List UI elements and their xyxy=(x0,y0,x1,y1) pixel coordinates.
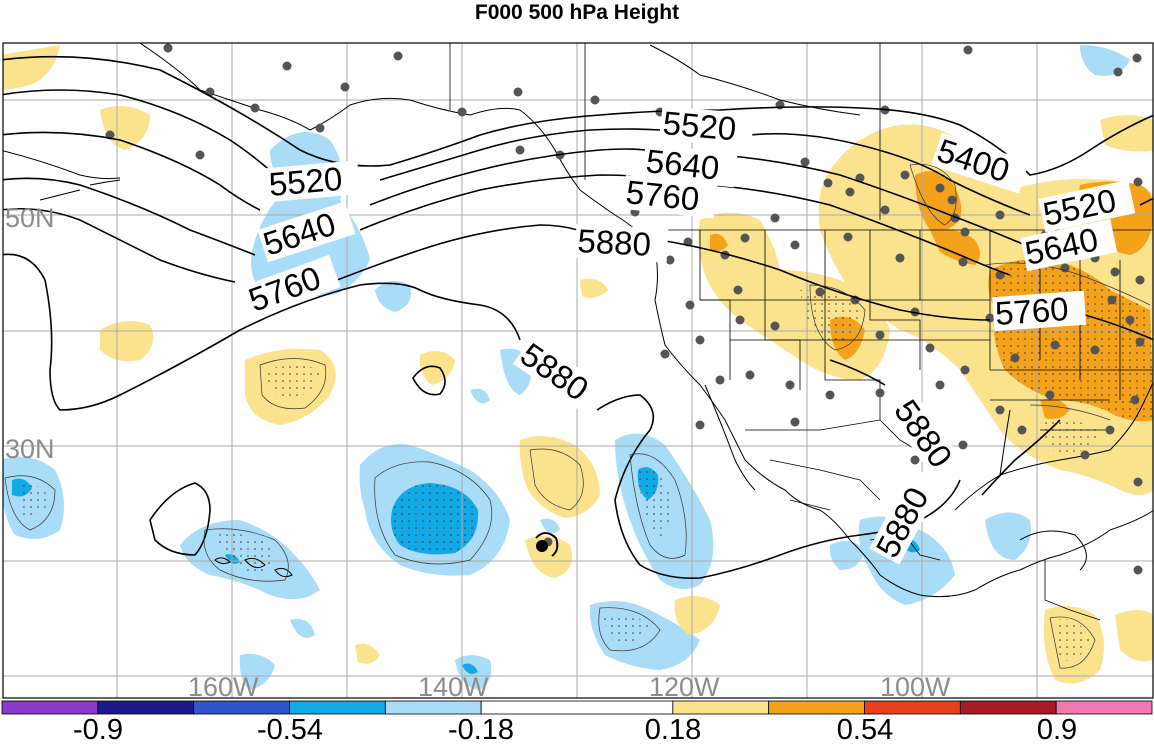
colorbar-swatch xyxy=(193,700,290,715)
colorbar-swatch xyxy=(1055,700,1153,715)
graticule-labels: 50N 30N 160W 140W 120W 100W xyxy=(5,203,951,702)
colorbar-swatch xyxy=(384,700,482,715)
contour-label: 5880 xyxy=(577,222,652,263)
lat-label-30n: 30N xyxy=(5,434,55,464)
lon-label-140w: 140W xyxy=(418,672,489,702)
colorbar-swatch xyxy=(1,700,99,715)
colorbar xyxy=(1,700,1153,715)
lat-lon-grid xyxy=(3,43,1153,698)
lat-label-50n: 50N xyxy=(5,203,55,233)
lon-label-120w: 120W xyxy=(649,672,720,702)
contour-label: 5520 xyxy=(661,104,737,147)
colorbar-swatch xyxy=(289,700,386,715)
colorbar-swatch xyxy=(97,700,195,715)
colorbar-swatch xyxy=(480,700,674,715)
lon-label-160w: 160W xyxy=(188,672,259,702)
map-title: F000 500 hPa Height xyxy=(474,1,680,24)
contour-label: 5520 xyxy=(267,160,343,203)
colorbar-label: -0.9 xyxy=(73,714,123,746)
colorbar-swatch xyxy=(672,700,770,715)
lon-label-100w: 100W xyxy=(880,672,951,702)
colorbar-label: -0.18 xyxy=(447,714,515,746)
contour-label: 5760 xyxy=(624,173,701,217)
map-frame xyxy=(2,42,1154,699)
colorbar-swatch xyxy=(768,700,865,715)
colorbar-label: 0.18 xyxy=(644,714,702,746)
colorbar-label: 0.54 xyxy=(836,714,894,746)
anomaly-outline-contours xyxy=(4,163,1151,669)
colorbar-label: -0.54 xyxy=(256,714,324,746)
colorbar-swatch xyxy=(864,700,961,715)
tropical-cyclone-icon xyxy=(535,532,559,557)
colorbar-label: 0.9 xyxy=(1036,714,1078,746)
colorbar-swatch xyxy=(959,700,1057,715)
contour-label: 5760 xyxy=(994,290,1070,332)
